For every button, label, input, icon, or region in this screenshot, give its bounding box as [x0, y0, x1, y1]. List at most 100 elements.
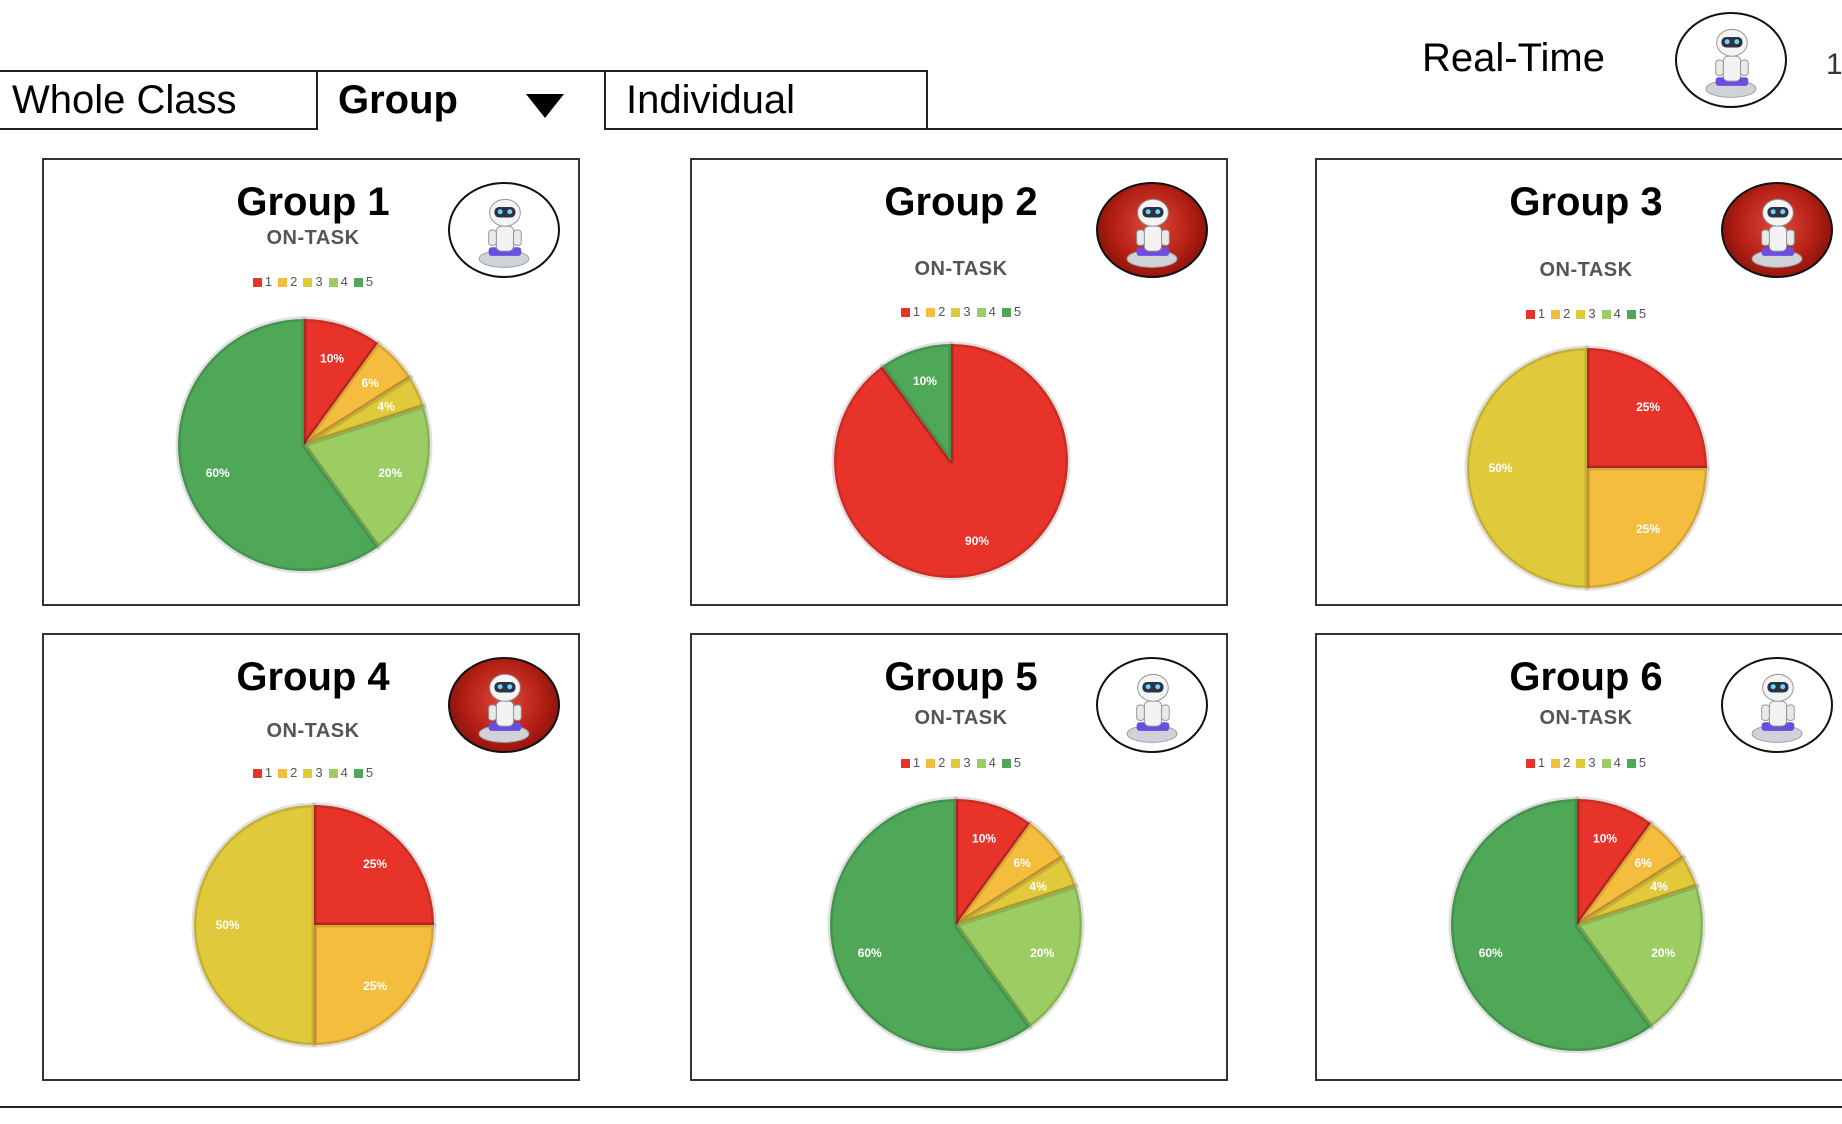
- legend-label: 3: [963, 304, 971, 319]
- slice-label: 6%: [1013, 856, 1031, 870]
- legend-label: 4: [1613, 755, 1621, 770]
- bottom-divider: [0, 1106, 1842, 1108]
- legend-item: 3: [1576, 306, 1596, 321]
- slice-label: 10%: [913, 374, 937, 388]
- legend-label: 4: [340, 765, 348, 780]
- robot-icon[interactable]: [448, 182, 560, 278]
- pie-slice: [301, 316, 381, 448]
- legend-swatch: [1551, 759, 1561, 769]
- legend-item: 4: [328, 274, 348, 289]
- pie-slice: [1584, 345, 1710, 471]
- legend-item: 2: [1551, 755, 1570, 770]
- robot-icon[interactable]: [1675, 12, 1787, 108]
- robot-icon[interactable]: [448, 657, 560, 753]
- slice-label: 20%: [1651, 946, 1675, 960]
- legend-swatch: [303, 278, 313, 288]
- legend-item: 2: [278, 274, 297, 289]
- legend-label: 5: [1638, 306, 1647, 321]
- robot-icon[interactable]: [1721, 657, 1833, 753]
- pie-slice: [311, 922, 437, 1048]
- legend-swatch: [926, 759, 936, 769]
- legend-item: 5: [353, 765, 373, 780]
- legend-swatch: [1626, 759, 1636, 769]
- legend-label: 4: [988, 755, 996, 770]
- pie-slice: [311, 802, 437, 928]
- legend-swatch: [303, 769, 313, 779]
- tab-individual-label: Individual: [626, 78, 796, 122]
- legend-label: 1: [1537, 306, 1546, 321]
- slice-label: 20%: [1030, 946, 1054, 960]
- legend-swatch: [1001, 308, 1011, 318]
- legend-label: 3: [315, 765, 323, 780]
- tab-individual[interactable]: Individual: [604, 70, 928, 130]
- legend-label: 5: [1013, 755, 1022, 770]
- on-task-label: ON-TASK: [914, 258, 1008, 280]
- group-title: Group 6: [1509, 655, 1663, 699]
- legend-item: 2: [926, 304, 945, 319]
- slice-label: 60%: [858, 946, 882, 960]
- edge-glyph: 1: [1826, 48, 1842, 81]
- on-task-label: ON-TASK: [266, 227, 360, 249]
- caret-down-icon[interactable]: [526, 94, 564, 118]
- group-title: Group 4: [236, 655, 390, 699]
- legend-label: 2: [1563, 755, 1571, 770]
- legend-label: 5: [1638, 755, 1647, 770]
- legend-item: 4: [328, 765, 348, 780]
- legend-item: 2: [1551, 306, 1570, 321]
- robot-illustration: [1126, 673, 1178, 743]
- legend-label: 2: [938, 304, 946, 319]
- robot-icon[interactable]: [1096, 182, 1208, 278]
- legend-swatch: [1525, 759, 1535, 769]
- legend-label: 4: [988, 304, 996, 319]
- legend-item: 1: [900, 304, 920, 319]
- robot-illustration: [1751, 198, 1803, 268]
- slice-label: 60%: [1479, 946, 1503, 960]
- realtime-label: Real-Time: [1422, 36, 1605, 80]
- legend-item: 5: [1001, 304, 1022, 319]
- legend-swatch: [926, 308, 936, 318]
- group-card-3[interactable]: Group 3 ON-TASK 1 2 3 4 5 25% 25% 50%: [1315, 158, 1842, 606]
- pie-slice: [827, 796, 1033, 1054]
- legend-item: 5: [1626, 306, 1647, 321]
- legend-swatch: [278, 278, 288, 288]
- robot-icon[interactable]: [1096, 657, 1208, 753]
- group-title: Group 5: [884, 655, 1038, 699]
- tab-group[interactable]: Group: [316, 70, 606, 130]
- chart-legend: 1 2 3 4 5: [1317, 306, 1842, 321]
- legend-item: 2: [278, 765, 297, 780]
- legend-swatch: [1576, 310, 1586, 320]
- slice-label: 25%: [363, 979, 387, 993]
- legend-item: 1: [252, 274, 272, 289]
- legend-label: 1: [912, 755, 921, 770]
- group-card-5[interactable]: Group 5 ON-TASK 1 2 3 4 5 10% 6% 4% 20% 60%: [690, 633, 1228, 1081]
- pie-slice: [191, 802, 317, 1048]
- legend-item: 3: [303, 765, 323, 780]
- legend-item: 1: [1525, 306, 1546, 321]
- legend-swatch: [900, 308, 910, 318]
- group-card-2[interactable]: Group 2 ON-TASK 1 2 3 4 5 90% 10%: [690, 158, 1228, 606]
- robot-icon[interactable]: [1721, 182, 1833, 278]
- legend-swatch: [353, 278, 363, 288]
- legend-swatch: [353, 769, 363, 779]
- legend-swatch: [951, 759, 961, 769]
- group-card-1[interactable]: Group 1 ON-TASK 1 2 3 4 5 10% 6% 4% 20% 60%: [42, 158, 580, 606]
- legend-label: 3: [1588, 755, 1596, 770]
- legend-label: 3: [963, 755, 971, 770]
- group-card-4[interactable]: Group 4 ON-TASK 1 2 3 4 5 25% 25% 50%: [42, 633, 580, 1081]
- legend-item: 3: [303, 274, 323, 289]
- group-title: Group 2: [884, 180, 1038, 224]
- pie-slice: [301, 374, 427, 448]
- tab-group-label: Group: [338, 78, 458, 122]
- legend-label: 5: [1013, 304, 1022, 319]
- legend-label: 5: [365, 274, 374, 289]
- robot-illustration: [478, 198, 530, 268]
- slice-label: 50%: [216, 918, 240, 932]
- slice-label: 6%: [1634, 856, 1652, 870]
- group-card-6[interactable]: Group 6 ON-TASK 1 2 3 4 5 10% 6% 4% 20% 60%: [1315, 633, 1842, 1081]
- chart-legend: 1 2 3 4 5: [1317, 755, 1842, 770]
- tab-whole-class[interactable]: Whole Class: [0, 70, 318, 130]
- chart-legend: 1 2 3 4 5: [44, 274, 582, 289]
- legend-item: 4: [976, 755, 996, 770]
- legend-item: 5: [1626, 755, 1647, 770]
- slice-label: 25%: [1636, 522, 1660, 536]
